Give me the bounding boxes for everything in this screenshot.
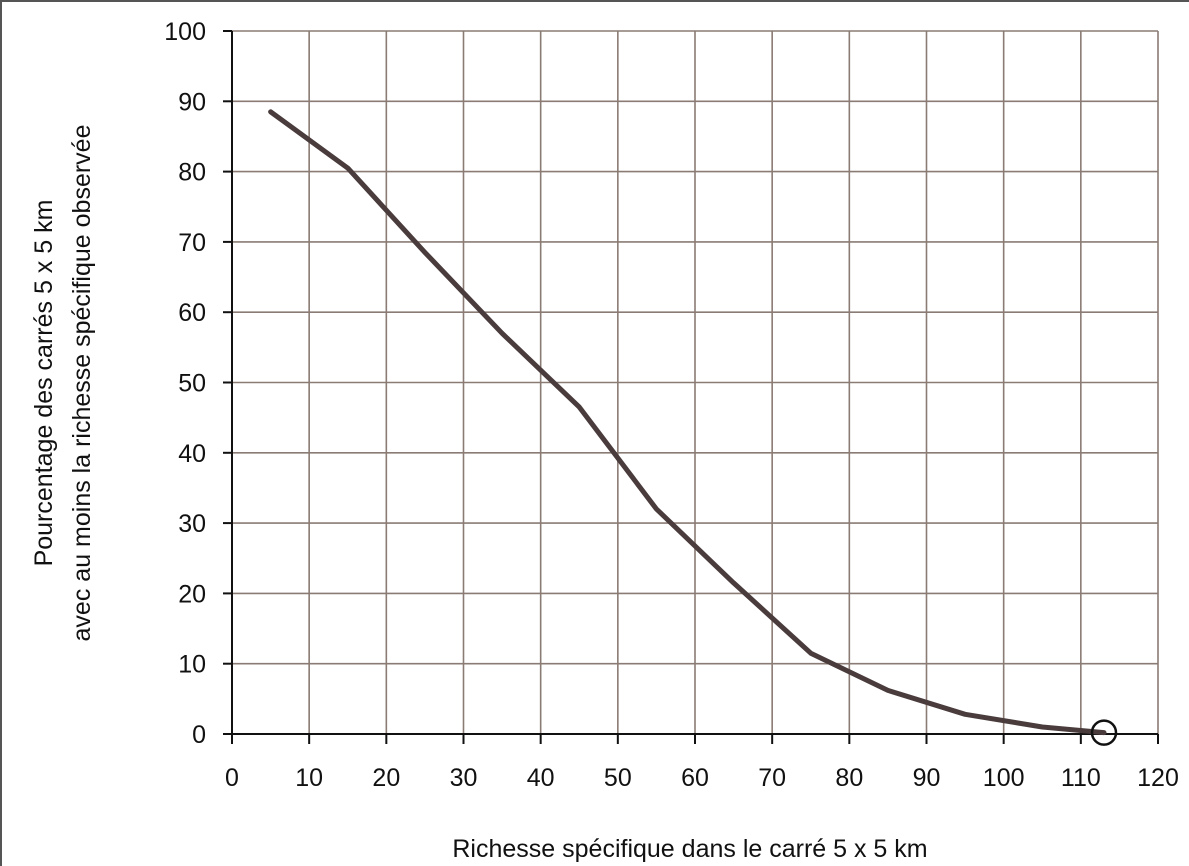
x-tick-label: 100 xyxy=(983,764,1025,792)
axes xyxy=(223,30,1159,744)
x-tick-label: 120 xyxy=(1137,764,1179,792)
x-tick-label: 30 xyxy=(450,764,478,792)
series-group xyxy=(268,109,1118,746)
x-tick-label: 40 xyxy=(527,764,555,792)
series-line xyxy=(268,109,1107,736)
x-tick-label: 20 xyxy=(372,764,400,792)
y-tick-label: 90 xyxy=(178,88,206,116)
y-axis-title-line-1: Pourcentage des carrés 5 x 5 km xyxy=(30,200,58,567)
y-tick-labels: 0 10 20 30 40 50 60 70 80 90 100 xyxy=(164,18,206,749)
x-tick-labels: 0 10 20 30 40 50 60 70 80 90 100 110 120 xyxy=(225,764,1179,792)
x-axis-title: Richesse spécifique dans le carré 5 x 5 … xyxy=(452,835,927,863)
y-tick-label: 30 xyxy=(178,510,206,538)
grid xyxy=(232,30,1159,734)
y-tick-label: 40 xyxy=(178,440,206,468)
y-tick-label: 50 xyxy=(178,370,206,398)
x-tick-label: 70 xyxy=(758,764,786,792)
x-tick-label: 90 xyxy=(913,764,941,792)
x-tick-label: 10 xyxy=(295,764,323,792)
x-tick-label: 60 xyxy=(681,764,709,792)
x-tick-label: 50 xyxy=(604,764,632,792)
x-tick-label: 110 xyxy=(1061,764,1101,792)
end-point-marker xyxy=(1090,719,1118,746)
x-tick-label: 80 xyxy=(835,764,863,792)
y-tick-label: 10 xyxy=(178,651,206,679)
y-axis-title-line-2: avec au moins la richesse spécifique obs… xyxy=(68,125,96,642)
y-tick-label: 60 xyxy=(178,299,206,327)
y-tick-label: 20 xyxy=(178,580,206,608)
y-tick-label: 100 xyxy=(164,18,206,46)
y-tick-label: 70 xyxy=(178,229,206,257)
x-tick-label: 0 xyxy=(225,764,239,792)
y-tick-label: 0 xyxy=(192,721,206,749)
y-tick-label: 80 xyxy=(178,159,206,187)
